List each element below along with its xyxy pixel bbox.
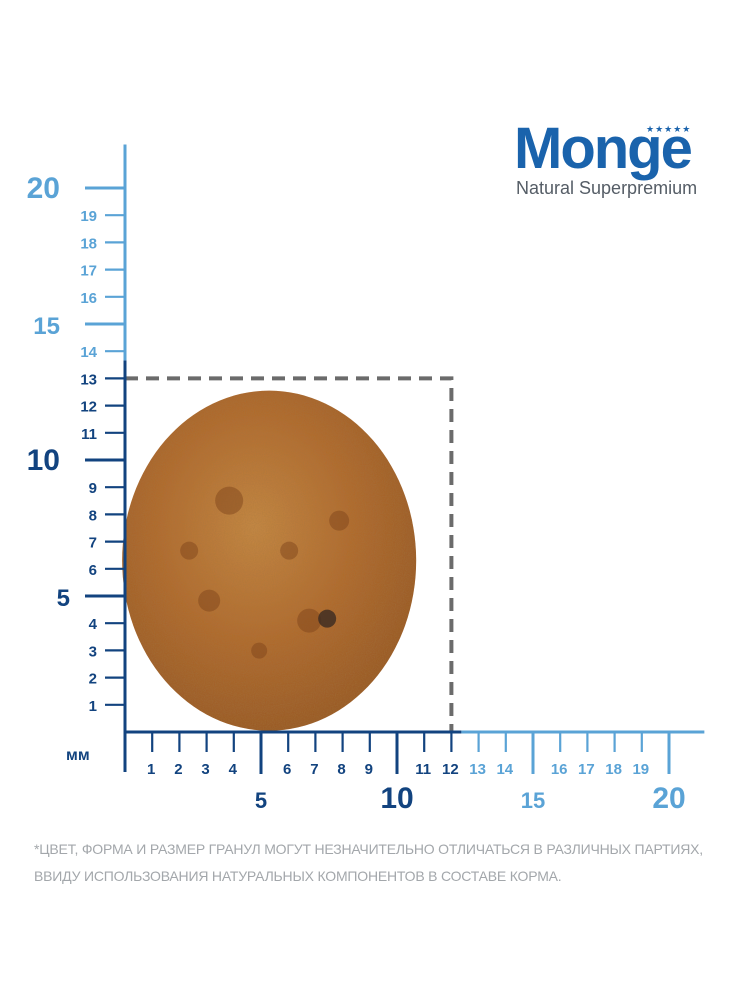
- kibble-speck: [180, 541, 199, 560]
- size-box-outline: [125, 376, 454, 732]
- x-tick-label: 6: [283, 761, 291, 778]
- x-tick-label: 18: [605, 761, 622, 778]
- kibble-speck: [329, 510, 350, 531]
- footnote: *ЦВЕТ, ФОРМА И РАЗМЕР ГРАНУЛ МОГУТ НЕЗНА…: [34, 836, 734, 890]
- y-tick-label: 2: [89, 671, 97, 688]
- y-tick-label: 14: [80, 344, 97, 361]
- x-tick-label: 12: [442, 761, 459, 778]
- kibble-speck: [198, 589, 221, 612]
- y-major-label: 15: [33, 313, 60, 340]
- unit-label: мм: [66, 747, 90, 764]
- y-tick-label: 6: [89, 562, 97, 579]
- axes: [85, 144, 705, 774]
- y-tick-label: 12: [80, 399, 97, 416]
- x-tick-label: 1: [147, 761, 155, 778]
- kibble-speck: [280, 541, 299, 560]
- x-tick-label: 11: [415, 761, 431, 778]
- x-tick-label: 16: [551, 761, 568, 778]
- y-tick-label: 7: [89, 535, 97, 552]
- kibble-pellet-image: [122, 390, 417, 731]
- x-tick-label: 8: [337, 761, 345, 778]
- x-major-label: 10: [380, 782, 413, 815]
- kibble-speck: [251, 642, 268, 659]
- x-major-label: 5: [255, 788, 267, 813]
- x-tick-label: 14: [496, 761, 513, 778]
- brand-name: Monge: [514, 116, 693, 181]
- y-tick-label: 19: [80, 208, 97, 225]
- x-tick-label: 9: [365, 761, 373, 778]
- brand-logo: Monge ★★★★★ Natural Superpremium: [510, 118, 730, 208]
- x-major-label: 20: [652, 782, 685, 815]
- kibble-speck: [297, 608, 322, 633]
- brand-tagline: Natural Superpremium: [516, 178, 698, 198]
- y-tick-label: 3: [89, 643, 97, 660]
- x-tick-label: 17: [578, 761, 595, 778]
- y-tick-label: 11: [81, 426, 97, 443]
- y-tick-label: 9: [89, 480, 97, 497]
- y-major-label: 10: [27, 444, 60, 477]
- x-tick-label: 19: [632, 761, 649, 778]
- size-box-dashed-line: [125, 376, 454, 732]
- kibble-dark-speck: [318, 609, 337, 628]
- brand-stars-icon: ★★★★★: [646, 124, 692, 134]
- y-tick-label: 1: [89, 698, 97, 715]
- y-major-label: 5: [57, 585, 70, 612]
- kibble-body: [122, 390, 417, 731]
- x-major-label: 15: [521, 788, 545, 813]
- x-tick-label: 13: [469, 761, 486, 778]
- y-tick-label: 17: [80, 263, 97, 280]
- x-tick-label: 4: [229, 761, 238, 778]
- y-tick-label: 4: [89, 616, 98, 633]
- x-tick-label: 3: [201, 761, 209, 778]
- y-tick-label: 8: [89, 507, 97, 524]
- y-tick-label: 13: [80, 371, 97, 388]
- y-major-label: 20: [27, 172, 60, 205]
- kibble-speck: [215, 486, 244, 515]
- y-tick-label: 16: [80, 290, 97, 307]
- y-tick-label: 18: [80, 235, 97, 252]
- x-tick-label: 2: [174, 761, 182, 778]
- footnote-line-2: ВВИДУ ИСПОЛЬЗОВАНИЯ НАТУРАЛЬНЫХ КОМПОНЕН…: [34, 868, 562, 884]
- footnote-line-1: *ЦВЕТ, ФОРМА И РАЗМЕР ГРАНУЛ МОГУТ НЕЗНА…: [34, 841, 703, 857]
- x-tick-label: 7: [310, 761, 318, 778]
